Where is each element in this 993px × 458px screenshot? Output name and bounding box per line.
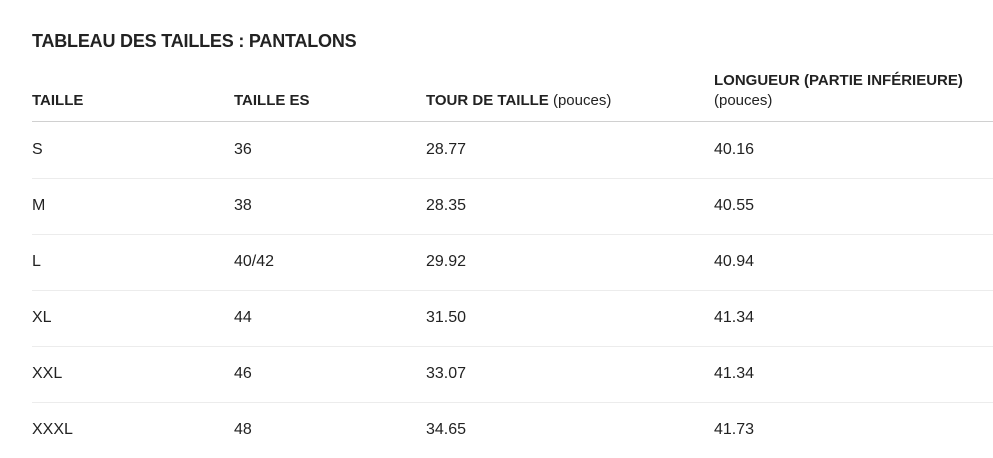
table-cell: 36 <box>234 141 252 158</box>
table-cell: XXL <box>32 365 63 382</box>
table-cell: 44 <box>234 309 252 326</box>
table-cell: 28.77 <box>426 141 467 158</box>
table-cell: S <box>32 141 43 158</box>
header-cell: TAILLE <box>32 91 83 111</box>
table-cell: 28.35 <box>426 197 467 214</box>
table-title: TABLEAU DES TAILLES : PANTALONS <box>32 31 357 51</box>
table-cell: 40/42 <box>234 253 275 270</box>
table-cell: XL <box>32 309 52 326</box>
table-row: M 38 28.35 40.55 <box>32 178 993 235</box>
header-label: TAILLE ES <box>234 92 310 109</box>
header-label: TOUR DE TAILLE <box>426 92 549 109</box>
header-cell: TAILLE ES <box>234 91 310 111</box>
table-cell: 41.34 <box>714 309 755 326</box>
table-cell: 41.73 <box>714 421 755 438</box>
table-row: XL 44 31.50 41.34 <box>32 290 993 347</box>
table-row: L 40/42 29.92 40.94 <box>32 234 993 291</box>
table-cell: 38 <box>234 197 252 214</box>
table-row: S 36 28.77 40.16 <box>32 122 993 179</box>
table-cell: M <box>32 197 46 214</box>
table-cell: 40.55 <box>714 197 755 214</box>
table-cell: 46 <box>234 365 252 382</box>
table-cell: 41.34 <box>714 365 755 382</box>
table-cell: 33.07 <box>426 365 467 382</box>
table-cell: 31.50 <box>426 309 467 326</box>
header-unit: (pouces) <box>714 92 773 109</box>
header-label: LONGUEUR (PARTIE INFÉRIEURE) <box>714 72 963 89</box>
table-cell: 48 <box>234 421 252 438</box>
table-cell: 40.16 <box>714 141 755 158</box>
header-cell: TOUR DE TAILLE (pouces) <box>426 91 611 111</box>
table-cell: L <box>32 253 41 270</box>
table-cell: 34.65 <box>426 421 467 438</box>
table-cell: 29.92 <box>426 253 467 270</box>
table-cell: XXXL <box>32 421 73 438</box>
header-label: TAILLE <box>32 92 84 109</box>
header-unit: (pouces) <box>552 92 612 109</box>
table-row: XXXL 48 34.65 41.73 <box>32 402 993 458</box>
header-cell: LONGUEUR (PARTIE INFÉRIEURE) (pouces) <box>714 71 963 111</box>
table-row: XXL 46 33.07 41.34 <box>32 346 993 403</box>
table-header: TAILLE TAILLE ES TOUR DE TAILLE (pouces) LO… <box>32 68 993 122</box>
table-cell: 40.94 <box>714 253 755 270</box>
